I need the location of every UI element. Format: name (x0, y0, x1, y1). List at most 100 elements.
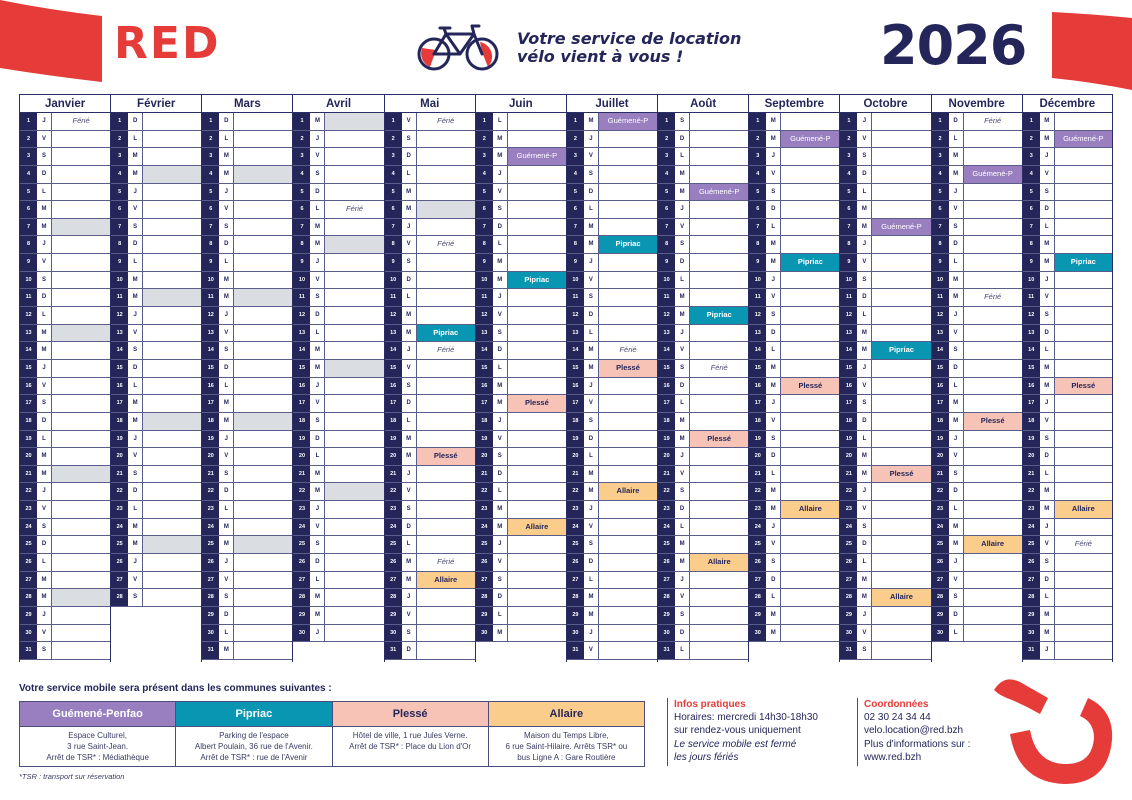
day-row: 25 D (20, 536, 111, 555)
day-row: 15 S Férié (658, 359, 749, 378)
day-cell (599, 184, 657, 201)
day-number: 16 (840, 377, 858, 395)
month-column: Septembre 1 M 2 M Guémené-P 3 J 4 V 5 S 6 D 7 L 8 M 9 M Pipr… (748, 94, 840, 662)
day-row: 19 D (293, 430, 384, 449)
day-row: 29 V (384, 606, 475, 625)
day-cell (52, 642, 110, 659)
day-number: 6 (658, 201, 676, 218)
weekday-letter: D (37, 165, 52, 183)
day-cell (1055, 572, 1112, 589)
day-row: 20 M Plessé (384, 448, 475, 466)
weekday-letter: S (766, 430, 782, 448)
day-cell (599, 607, 657, 624)
day-row: 29 J (840, 606, 931, 625)
weekday-letter: J (766, 271, 782, 289)
event-allaire: Allaire (598, 483, 658, 501)
day-number: 6 (384, 201, 402, 218)
day-number: 11 (111, 289, 129, 307)
day-cell (599, 325, 657, 342)
day-row: 12 V (475, 307, 566, 325)
contact-phone[interactable]: 02 30 24 34 44 (864, 712, 931, 723)
day-number: 31 (566, 642, 584, 659)
day-cell (781, 166, 839, 183)
day-cell (872, 501, 930, 518)
day-row: 28 S (111, 589, 202, 607)
day-cell (872, 483, 930, 500)
day-number: 6 (566, 201, 584, 218)
day-cell (781, 289, 839, 306)
day-cell (325, 166, 383, 183)
weekday-letter: M (37, 201, 52, 218)
day-number: 12 (840, 307, 858, 324)
weekday-letter: L (584, 201, 599, 218)
day-number: 28 (840, 589, 858, 606)
greyed-day-cell (234, 536, 293, 554)
day-row: 17 M (931, 395, 1022, 413)
contact-website[interactable]: www.red.bzh (864, 752, 922, 764)
day-cell (143, 254, 201, 271)
day-row: 17 M Plessé (475, 395, 566, 413)
day-cell (52, 148, 110, 165)
weekday-letter: J (949, 554, 964, 571)
weekday-letter: D (675, 377, 691, 395)
day-cell (1055, 307, 1112, 324)
day-number: 1 (384, 113, 402, 130)
holiday-label: Férié (710, 362, 728, 372)
day-number: 28 (1022, 589, 1040, 606)
weekday-letter: D (402, 642, 417, 659)
weekday-letter: D (949, 483, 964, 501)
month-column: Novembre 1 D Férié 2 L 3 M 4 M Guémené-P 5 J 6 V 7 S 8 D 9 L… (930, 94, 1022, 662)
day-row: 1 D Férié (931, 113, 1022, 131)
day-number: 24 (293, 518, 311, 536)
day-number: 17 (202, 395, 220, 412)
day-number: 9 (475, 254, 493, 271)
day-cell (325, 289, 383, 306)
weekday-letter: V (128, 324, 144, 342)
day-cell (599, 501, 657, 518)
day-number: 25 (566, 536, 584, 554)
day-cell (872, 148, 930, 165)
day-number: 21 (931, 465, 949, 483)
day-cell (52, 166, 110, 183)
day-number: 28 (475, 589, 493, 606)
day-row: 24 M (202, 518, 293, 537)
weekday-letter: L (949, 254, 964, 271)
day-row: 11 M (202, 289, 293, 308)
weekday-letter: M (310, 342, 326, 359)
day-number: 16 (749, 377, 767, 395)
day-number: 30 (931, 624, 949, 642)
day-number: 30 (20, 624, 37, 642)
day-number: 9 (931, 254, 949, 271)
weekday-letter: D (128, 359, 144, 377)
weekday-letter: D (402, 148, 417, 165)
day-row: 10 V (566, 271, 658, 290)
day-row: 8 M Pipriac (566, 236, 658, 255)
day-number: 21 (293, 465, 311, 483)
weekday-letter: M (310, 359, 326, 377)
contact-email[interactable]: velo.location@red.bzh (864, 725, 964, 737)
day-row: 15 J (20, 359, 111, 378)
day-number: 6 (1022, 201, 1040, 218)
weekday-letter: M (766, 254, 782, 271)
weekday-letter: L (128, 254, 144, 271)
day-number: 13 (1022, 324, 1040, 342)
day-number: 21 (202, 465, 220, 483)
day-number: 1 (111, 113, 129, 130)
day-number: 10 (475, 271, 493, 289)
day-number: 16 (1022, 377, 1040, 395)
day-row: 12 J (931, 307, 1022, 325)
day-row: 22 M (749, 483, 840, 502)
weekday-letter: S (766, 554, 782, 571)
day-cell (964, 131, 1022, 148)
weekday-letter: S (1040, 183, 1055, 201)
day-number: 25 (1022, 536, 1040, 554)
day-number: 4 (1022, 165, 1040, 183)
